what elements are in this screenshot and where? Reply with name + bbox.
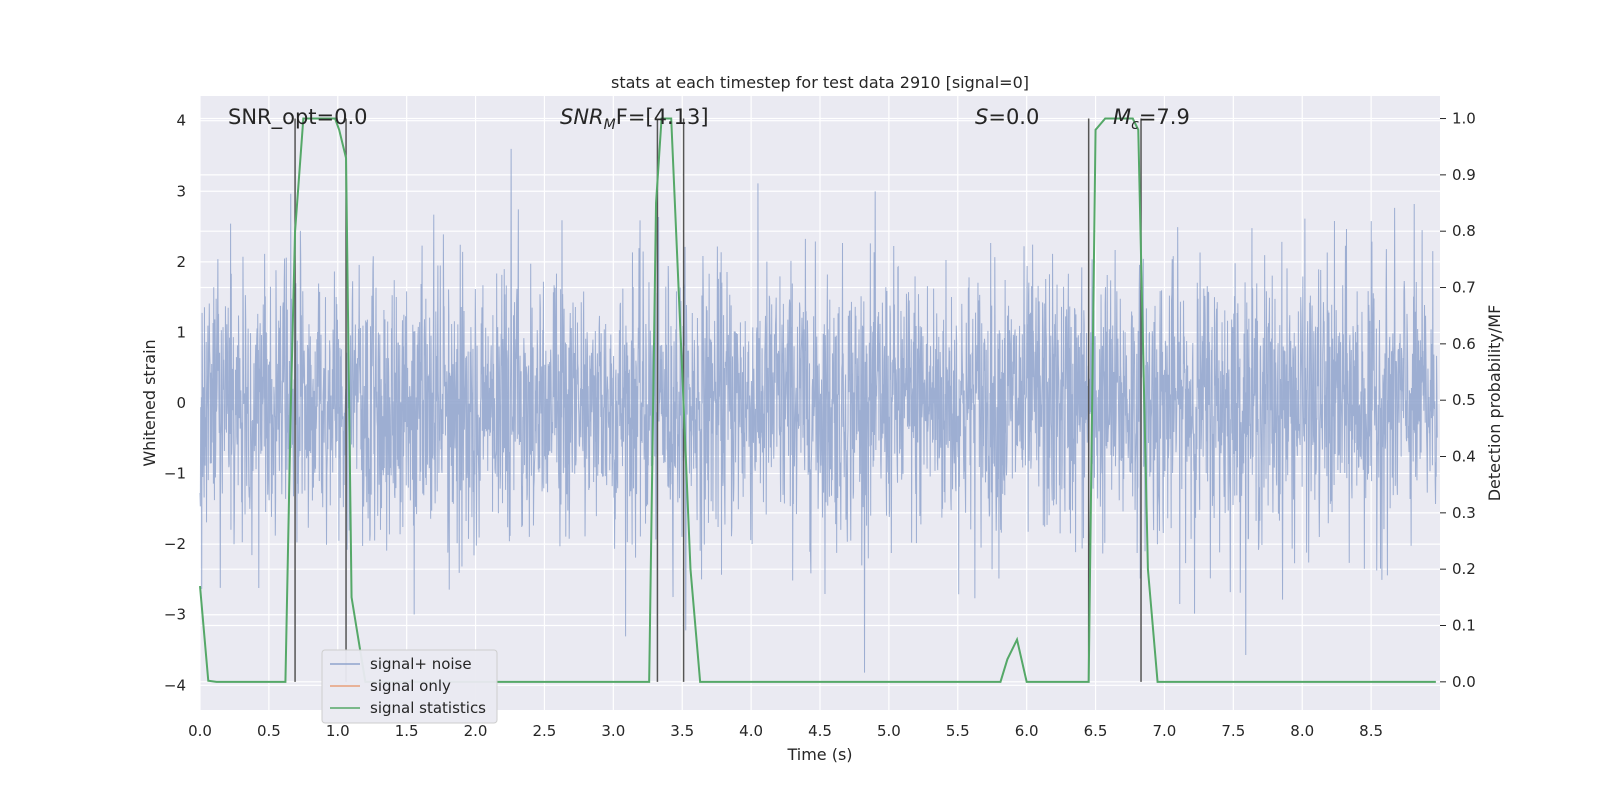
x-tick-labels: 0.0 0.5 1.0 1.5 2.0 2.5 3.0 3.5 4.0 4.5 5.0 5.5 6.0 6… — [188, 722, 1383, 740]
x-tick-label: 1.0 — [326, 722, 350, 740]
y-tick-label: −2 — [164, 535, 186, 553]
y-tick-label: −3 — [164, 606, 186, 624]
y-tick-labels: 4 3 2 1 0 −1 −2 −3 −4 — [164, 112, 186, 695]
y-tick-label: 1 — [176, 323, 186, 341]
x-tick-label: 5.0 — [877, 722, 901, 740]
annotation-s: S=0.0 — [975, 105, 1039, 129]
x-tick-label: 8.5 — [1359, 722, 1383, 740]
detection-markers — [294, 118, 1142, 682]
y-tick-label: 3 — [176, 182, 186, 200]
legend-label-signal-only: signal only — [370, 677, 451, 695]
x-tick-label: 7.0 — [1153, 722, 1177, 740]
x-tick-label: 3.5 — [670, 722, 694, 740]
y-axis-right-label: Detection probability/MF — [1485, 305, 1504, 502]
y-axis-label: Whitened strain — [140, 339, 159, 466]
x-tick-label: 3.0 — [601, 722, 625, 740]
y-right-tick-label: 0.0 — [1452, 673, 1476, 691]
y-right-tick-label: 0.3 — [1452, 504, 1476, 522]
x-tick-label: 4.5 — [808, 722, 832, 740]
series-signal-statistics — [199, 117, 1436, 683]
y-right-tick-label: 0.1 — [1452, 617, 1476, 635]
y-right-tick-label: 0.6 — [1452, 335, 1476, 353]
signal-statistics-line — [199, 117, 1436, 683]
y-tick-label: 4 — [176, 112, 186, 130]
y-tick-label: 0 — [176, 394, 186, 412]
legend-label-signal-noise: signal+ noise — [370, 655, 472, 673]
legend-label-signal-statistics: signal statistics — [370, 699, 486, 717]
y-right-tick-label: 0.2 — [1452, 560, 1476, 578]
annotation-mc: Mc=7.9 — [1113, 105, 1190, 133]
x-tick-label: 7.5 — [1221, 722, 1245, 740]
annotation-snr-opt: SNR_opt=0.0 — [228, 105, 368, 130]
y-right-tick-label: 0.5 — [1452, 391, 1476, 409]
x-tick-label: 6.5 — [1084, 722, 1108, 740]
x-tick-label: 2.0 — [464, 722, 488, 740]
x-axis-label: Time (s) — [786, 745, 852, 764]
legend-box — [321, 649, 498, 724]
y-tick-label: 2 — [176, 253, 186, 271]
y-tick-label: −1 — [164, 465, 186, 483]
y-right-tick-label: 0.7 — [1452, 279, 1476, 297]
y-right-tick-label: 0.8 — [1452, 222, 1476, 240]
x-tick-label: 2.5 — [533, 722, 557, 740]
x-tick-label: 4.0 — [739, 722, 763, 740]
y-tick-label: −4 — [164, 676, 186, 694]
chart-title: stats at each timestep for test data 291… — [611, 73, 1029, 92]
legend: signal+ noise signal only signal statist… — [321, 649, 498, 724]
x-tick-label: 1.5 — [395, 722, 419, 740]
x-tick-label: 5.5 — [946, 722, 970, 740]
x-tick-label: 8.0 — [1290, 722, 1314, 740]
series-signal-noise — [199, 148, 1438, 673]
y-right-tick-label: 0.9 — [1452, 166, 1476, 184]
y-right-tick-label: 1.0 — [1452, 110, 1476, 128]
x-tick-label: 6.0 — [1015, 722, 1039, 740]
x-tick-label: 0.0 — [188, 722, 212, 740]
y-right-tick-labels: 1.0 0.9 0.8 0.7 0.6 0.5 0.4 0.3 0.2 0.1 0.0 — [1440, 110, 1476, 691]
signal-noise-line — [199, 148, 1438, 673]
y-right-tick-label: 0.4 — [1452, 448, 1476, 466]
annotation-snr-mf: SNRMF=[4.13] — [560, 105, 709, 133]
x-tick-label: 0.5 — [257, 722, 281, 740]
